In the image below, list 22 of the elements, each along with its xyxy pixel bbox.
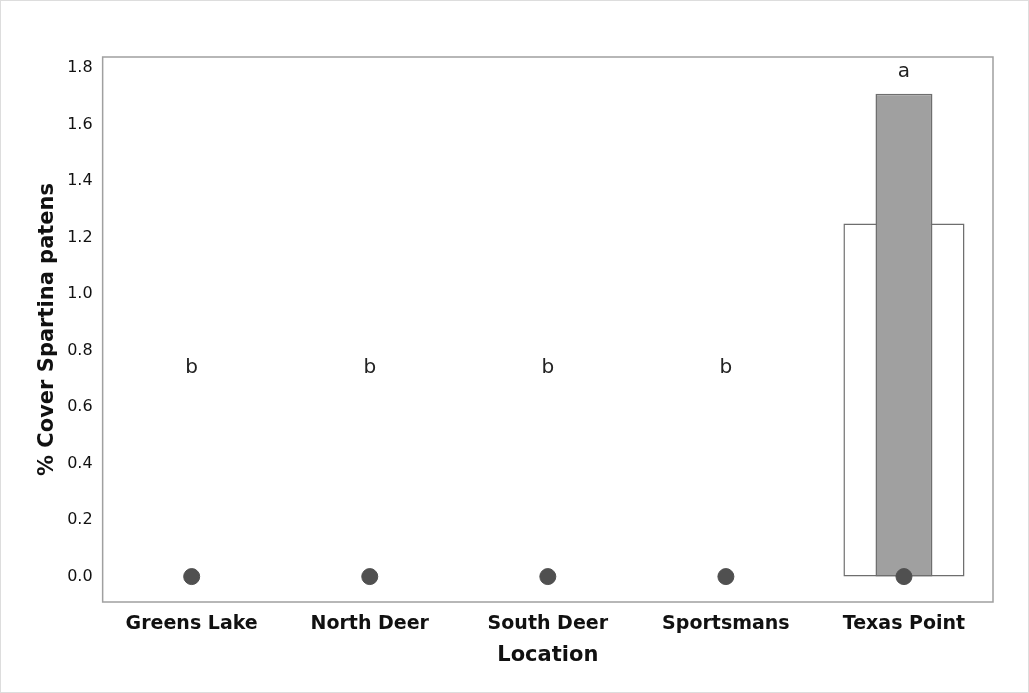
y-tick-label: 1.8 <box>67 57 93 77</box>
y-tick-label: 1.0 <box>67 283 93 303</box>
y-tick-label: 0.6 <box>67 396 93 416</box>
y-tick-label: 1.4 <box>67 170 93 190</box>
y-tick-label: 0.8 <box>67 339 93 359</box>
annotation: b <box>363 353 377 378</box>
y-tick-label: 0.2 <box>67 509 93 529</box>
x-tick-label: North Deer <box>310 611 430 634</box>
annotation: a <box>897 57 911 82</box>
y-axis-title: % Cover Spartina patens <box>34 182 59 477</box>
x-tick-label: South Deer <box>487 611 609 634</box>
y-tick-label: 1.2 <box>67 226 93 246</box>
x-tick-label: Texas Point <box>842 611 966 634</box>
y-tick-label: 0.4 <box>67 452 93 472</box>
annotation: b <box>185 353 199 378</box>
x-axis-title: Location <box>497 641 599 666</box>
annotation: b <box>719 353 733 378</box>
y-tick-label: 1.6 <box>67 113 93 133</box>
x-tick-label: Greens Lake <box>125 611 258 634</box>
y-tick-label: 0.0 <box>67 565 93 585</box>
x-tick-label: Sportsmans <box>662 611 790 634</box>
annotation: b <box>541 353 555 378</box>
